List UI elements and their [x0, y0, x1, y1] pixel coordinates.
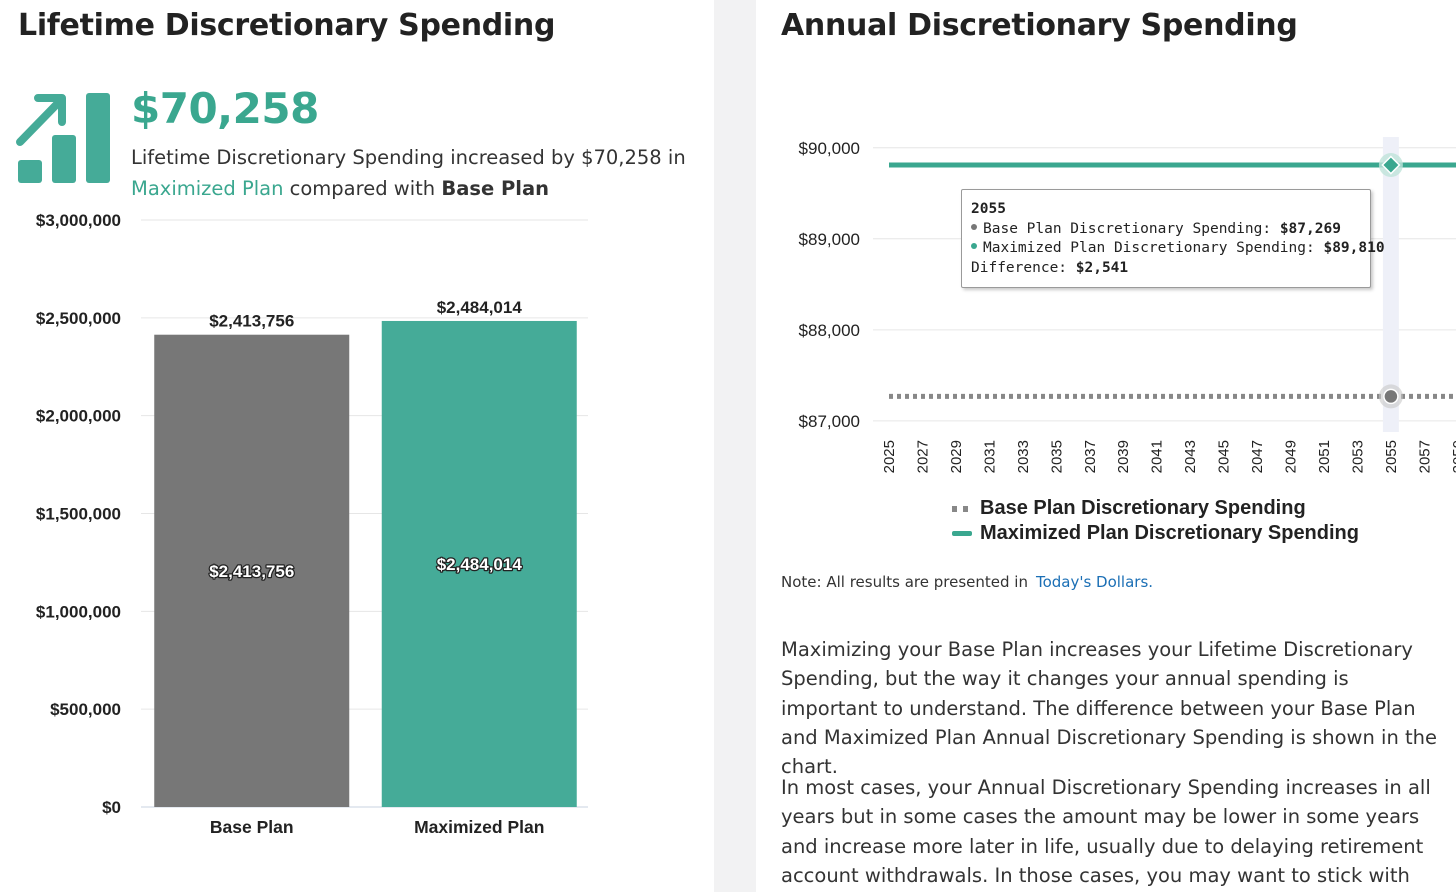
tooltip-max-row: Maximized Plan Discretionary Spending: $… [971, 239, 1385, 259]
line-x-tick-label: 2055 [1383, 440, 1400, 473]
line-x-tick-label: 2047 [1249, 440, 1266, 473]
bar-inner-value-label: $2,484,014 [437, 555, 523, 574]
line-x-tick-label: 2035 [1048, 440, 1065, 473]
line-x-tick-label: 2051 [1316, 440, 1333, 473]
line-x-tick-label: 2053 [1349, 440, 1366, 473]
solid-line-icon [952, 531, 972, 536]
bar-y-tick-label: $0 [102, 798, 121, 817]
hover-marker-maximized [1381, 155, 1401, 175]
line-x-tick-label: 2037 [1082, 440, 1099, 473]
line-y-tick-label: $89,000 [799, 230, 860, 249]
line-x-tick-label: 2031 [981, 440, 998, 473]
bar-category-label: Base Plan [210, 817, 294, 837]
line-y-tick-label: $87,000 [799, 412, 860, 431]
explanation-paragraph-1: Maximizing your Base Plan increases your… [781, 638, 1438, 779]
bar-base-plan[interactable] [154, 334, 350, 807]
lifetime-bar-chart: $0 $500,000 $1,000,000 $1,500,000 $2,000,000… [36, 211, 588, 837]
annual-spending-title: Annual Discretionary Spending [781, 8, 1298, 43]
tooltip-max-label: Maximized Plan Discretionary Spending: [983, 240, 1315, 256]
line-y-tick-label: $88,000 [799, 321, 860, 340]
tooltip-diff-value: $2,541 [1075, 259, 1129, 276]
bar-y-tick-label: $1,500,000 [36, 505, 121, 524]
bar-y-tick-label: $2,000,000 [36, 407, 121, 426]
chart-legend: Base Plan Discretionary Spending Maximiz… [952, 496, 1359, 546]
max-dot-icon [971, 243, 977, 249]
line-x-tick-label: 2045 [1216, 440, 1233, 473]
todays-dollars-link[interactable]: Today's Dollars. [1035, 573, 1154, 591]
summary-middle: compared with [283, 177, 442, 200]
tooltip-diff-row: Difference: $2,541 [971, 259, 1361, 279]
bar-y-tick-label: $2,500,000 [36, 309, 121, 328]
line-x-tick-label: 2041 [1149, 440, 1166, 473]
annual-spending-panel: Annual Discretionary Spending $87,000 $88… [756, 0, 1456, 892]
bar-y-tick-label: $500,000 [50, 700, 121, 719]
summary-prefix: Lifetime Discretionary Spending increase… [131, 146, 686, 169]
bar-y-tick-label: $1,000,000 [36, 602, 121, 621]
line-x-tick-label: 2049 [1283, 440, 1300, 473]
dollars-note: Note: All results are presented in Today'… [781, 573, 1153, 591]
bar-top-value-label: $2,484,014 [437, 298, 523, 317]
summary-plan-name: Maximized Plan [131, 177, 284, 200]
line-x-tick-label: 2025 [881, 440, 898, 473]
base-dot-icon [971, 223, 977, 230]
line-x-tick-label: 2033 [1015, 440, 1032, 473]
hover-crosshair-band [1382, 137, 1399, 432]
line-x-tick-label: 2027 [914, 440, 931, 473]
legend-base-label: Base Plan Discretionary Spending [980, 497, 1306, 519]
lifetime-spending-panel: Lifetime Discretionary Spending $70,258 … [0, 0, 714, 892]
hover-marker-base [1383, 388, 1399, 405]
line-y-tick-label: $90,000 [799, 139, 860, 158]
line-x-tick-label: 2039 [1115, 440, 1132, 473]
legend-max-label: Maximized Plan Discretionary Spending [980, 522, 1359, 544]
bar-inner-value-label: $2,413,756 [209, 562, 294, 581]
line-x-tick-label: 2043 [1182, 440, 1199, 473]
line-x-tick-label: 2059 [1450, 440, 1456, 473]
lifetime-summary: Lifetime Discretionary Spending increase… [131, 142, 701, 204]
note-text: Note: All results are presented in [781, 573, 1028, 591]
chart-tooltip: 2055 Base Plan Discretionary Spending: $… [961, 189, 1385, 288]
legend-item-base[interactable]: Base Plan Discretionary Spending [952, 496, 1359, 521]
annual-line-chart[interactable]: $87,000 $88,000 $89,000 $90,000 2025 2027 2029… [756, 100, 1456, 560]
bar-y-tick-label: $3,000,000 [36, 211, 121, 230]
legend-item-max[interactable]: Maximized Plan Discretionary Spending [952, 521, 1359, 546]
tooltip-year: 2055 [971, 201, 1006, 217]
tooltip-max-value: $89,810 [1323, 240, 1385, 256]
tooltip-base-value: $87,269 [1279, 220, 1341, 237]
line-x-tick-label: 2057 [1416, 440, 1433, 473]
growth-chart-icon [16, 93, 110, 183]
bar-top-value-label: $2,413,756 [209, 312, 294, 331]
bar-maximized-plan[interactable] [381, 320, 577, 807]
tooltip-diff-label: Difference: [971, 259, 1068, 276]
summary-base-name: Base Plan [441, 177, 550, 200]
dotted-line-icon [952, 505, 972, 512]
bar-category-label: Maximized Plan [414, 817, 544, 837]
lifetime-spending-title: Lifetime Discretionary Spending [18, 8, 556, 43]
tooltip-base-row: Base Plan Discretionary Spending: $87,26… [971, 220, 1361, 240]
line-x-tick-label: 2029 [948, 440, 965, 473]
panel-gutter [714, 0, 756, 892]
explanation-paragraph-2: In most cases, your Annual Discretionary… [781, 776, 1431, 887]
lifetime-increase-amount: $70,258 [131, 84, 319, 133]
tooltip-base-label: Base Plan Discretionary Spending: [983, 220, 1272, 237]
